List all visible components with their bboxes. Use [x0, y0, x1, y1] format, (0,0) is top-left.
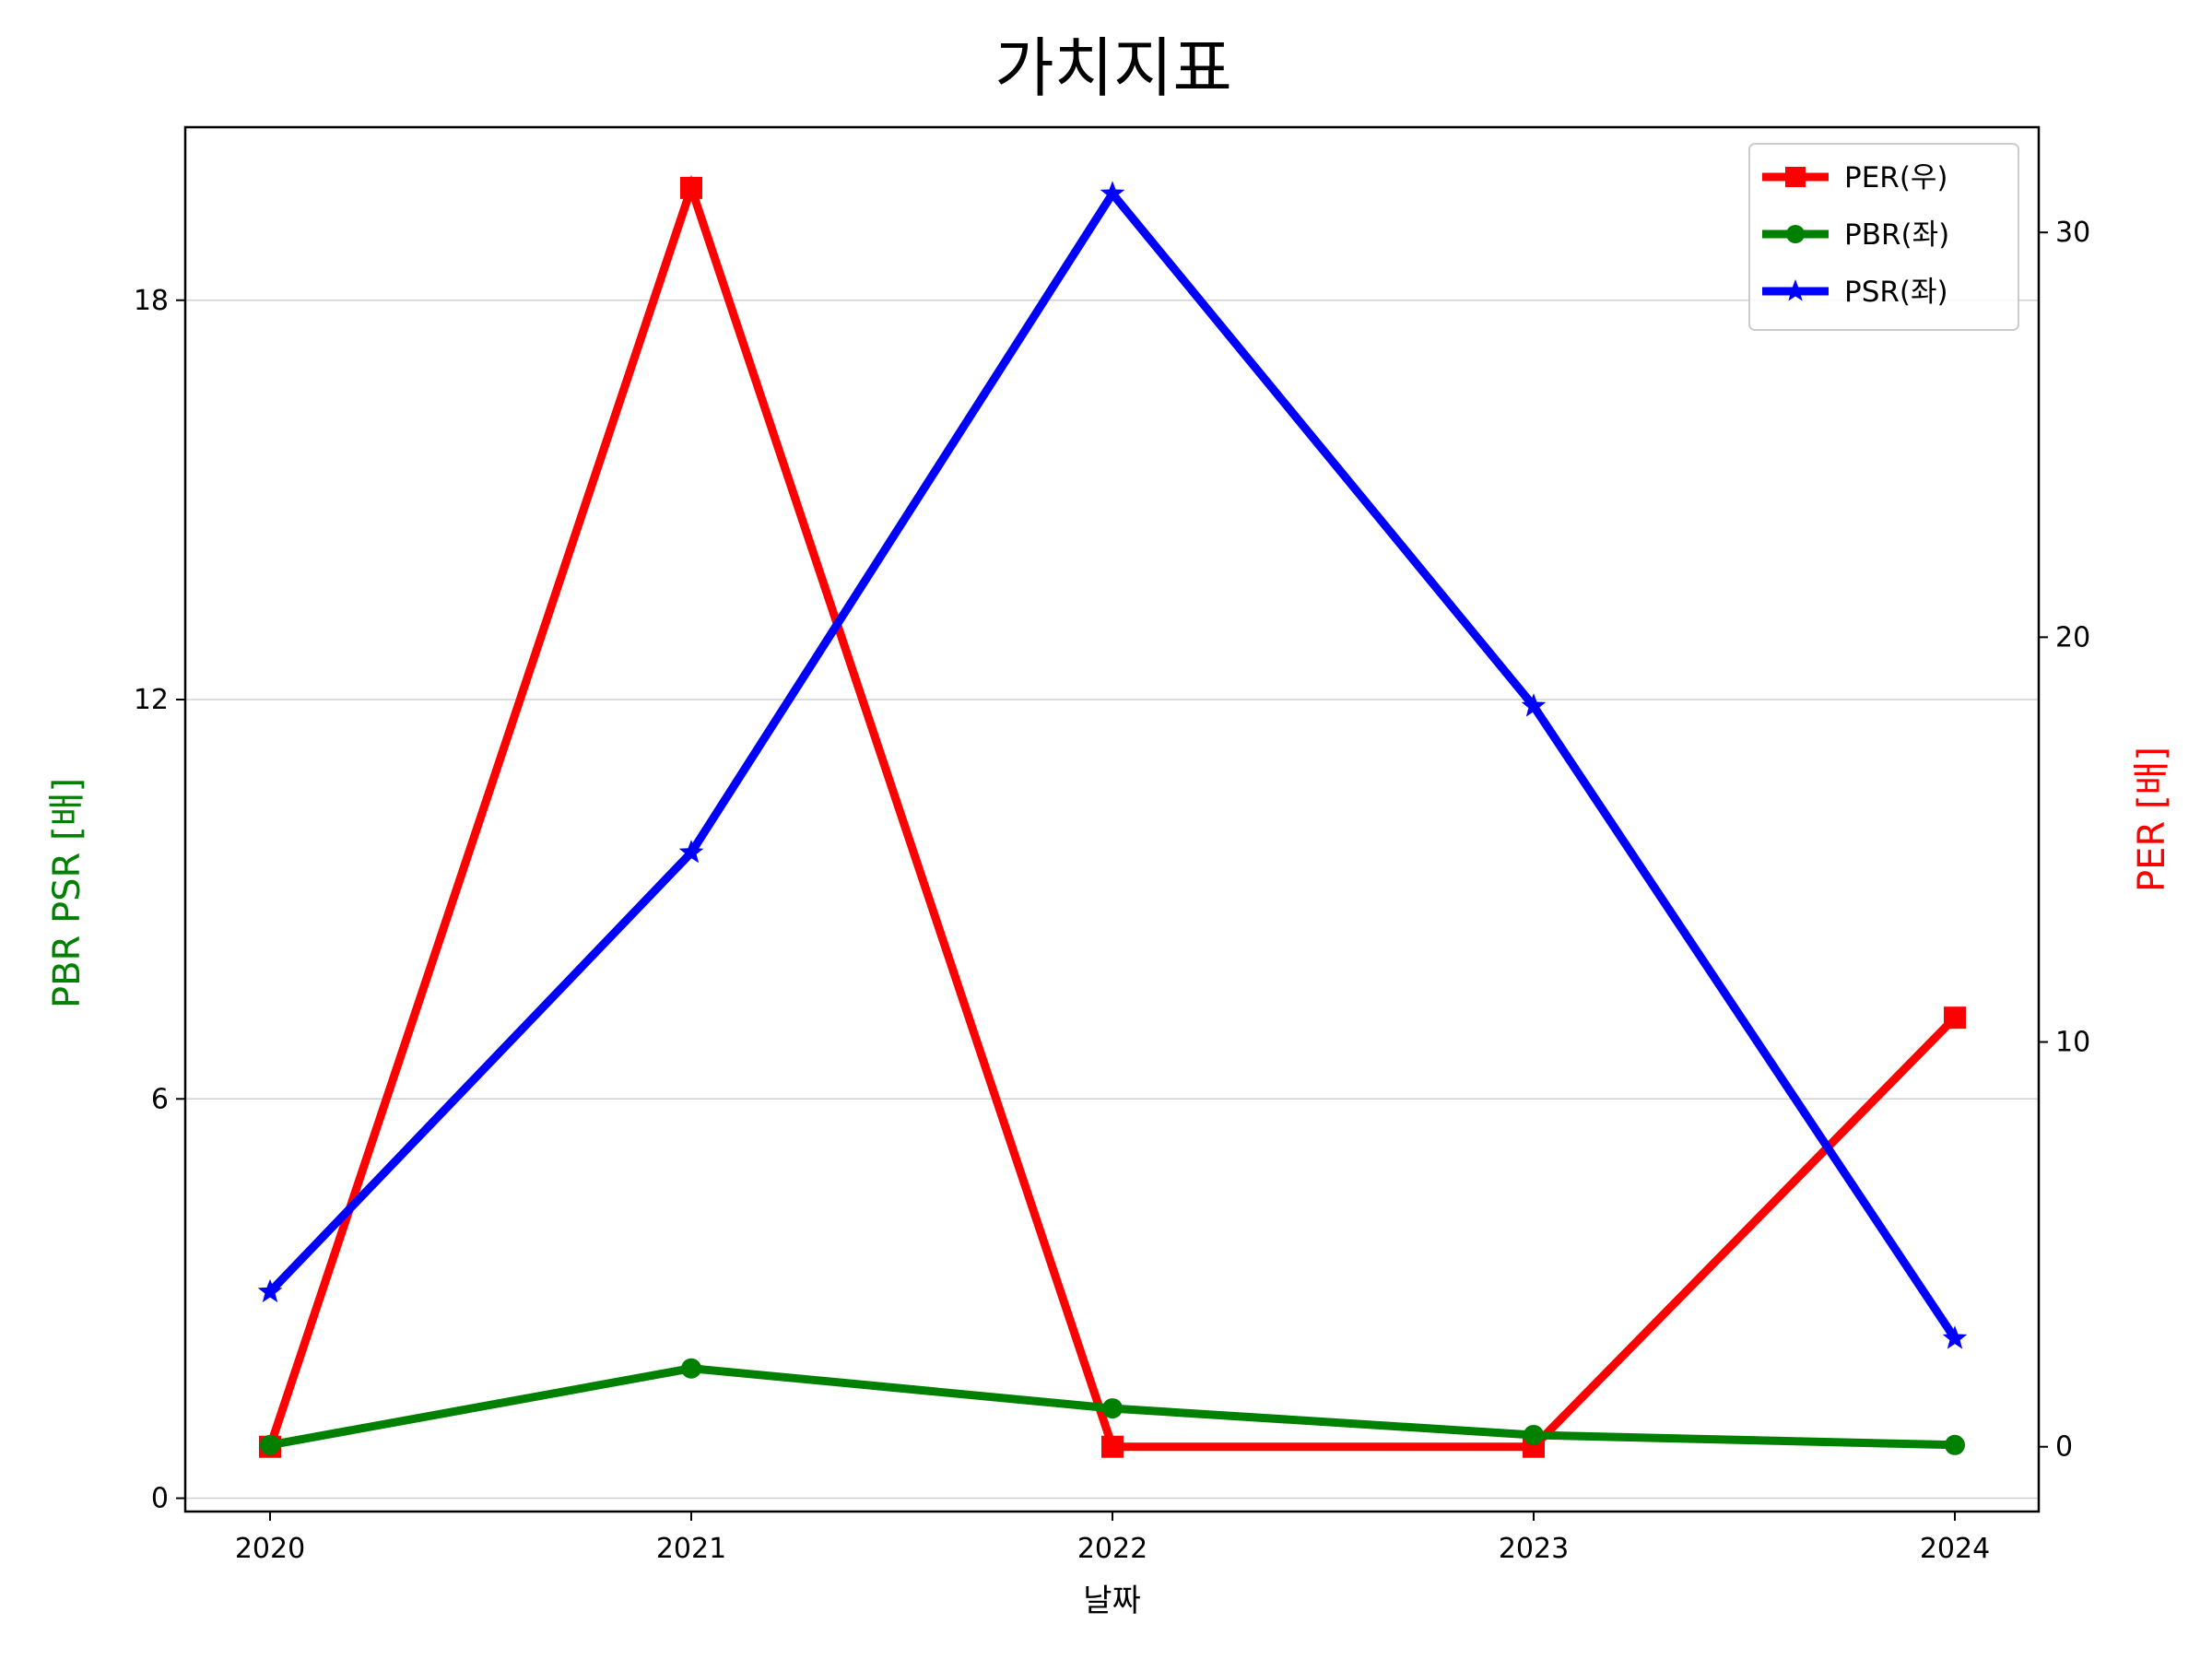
data-point	[1100, 181, 1125, 205]
legend-swatch-marker	[1786, 225, 1805, 243]
x-tick-label: 2021	[656, 1533, 726, 1565]
y-right-tick-label: 0	[2055, 1431, 2073, 1464]
data-point	[681, 1358, 701, 1379]
data-point	[678, 840, 704, 864]
data-point	[1524, 1424, 1544, 1445]
data-point	[1521, 693, 1547, 717]
legend-label: PBR(좌)	[1844, 218, 1949, 252]
y-left-tick-label: 18	[134, 285, 169, 317]
y-left-tick-label: 12	[134, 684, 169, 716]
legend-box	[1748, 143, 2019, 331]
series-square	[259, 174, 1966, 1458]
x-tick-label: 2023	[1499, 1533, 1569, 1565]
ticks: 0 6 12 18 0 10 20 30 2020 2021 2022 2023 2024	[134, 217, 2090, 1565]
series-line	[265, 174, 1959, 1452]
y-axis-left-label: PBR PSR [배]	[46, 778, 88, 1008]
y-left-tick-label: 0	[151, 1483, 169, 1515]
data-point	[1102, 1398, 1123, 1419]
series-line	[266, 186, 1959, 1341]
data-point	[680, 176, 702, 199]
x-tick-label: 2022	[1077, 1533, 1147, 1565]
x-tick-label: 2020	[235, 1533, 305, 1565]
data-point	[1944, 1006, 1966, 1030]
series-circle	[260, 1358, 1965, 1455]
series-layer	[257, 174, 1968, 1458]
data-point	[260, 1434, 280, 1455]
plot-frame	[183, 125, 2041, 1513]
grid-lines	[185, 300, 2039, 1500]
legend-label: PER(우)	[1844, 161, 1948, 194]
legend-swatch-marker	[1783, 279, 1807, 301]
series-star	[257, 181, 1968, 1349]
y-left-tick-label: 6	[151, 1083, 169, 1115]
y-axis-right-label: PER [배]	[2131, 747, 2173, 892]
data-point	[257, 1278, 283, 1302]
legend: PER(우) PBR(좌) PSR(좌)	[1748, 143, 2019, 331]
y-right-tick-label: 20	[2055, 621, 2090, 653]
legend-label: PSR(좌)	[1844, 276, 1948, 309]
chart-title: 가치지표	[994, 30, 1232, 106]
x-axis-label: 날짜	[1083, 1583, 1141, 1619]
legend-swatch-marker	[1785, 167, 1806, 187]
x-tick-label: 2024	[1920, 1533, 1990, 1565]
y-right-tick-label: 30	[2055, 217, 2090, 249]
y-right-tick-label: 10	[2055, 1027, 2090, 1059]
data-point	[1101, 1435, 1124, 1458]
data-point	[1945, 1434, 1965, 1455]
data-point	[1942, 1325, 1968, 1349]
